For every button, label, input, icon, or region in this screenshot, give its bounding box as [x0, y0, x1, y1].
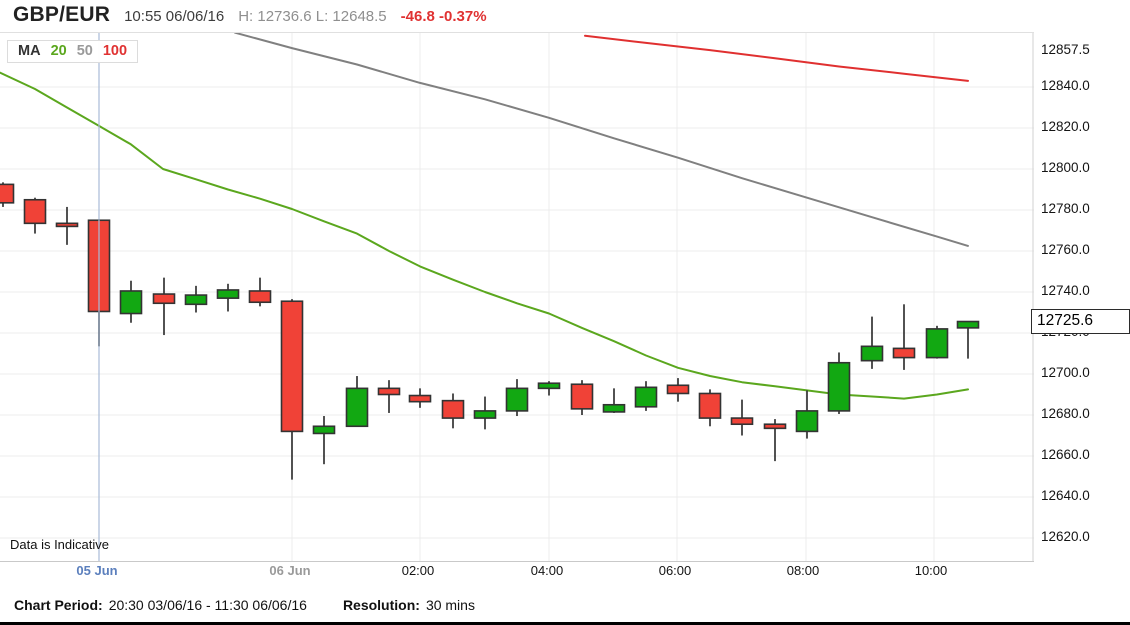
window-bottom-border: [0, 622, 1130, 625]
candle-body-down: [0, 183, 15, 204]
resolution-label: Resolution:: [342, 597, 420, 613]
time-tick-label: 02:00: [401, 563, 435, 578]
candle-body-down: [377, 387, 401, 396]
candle-body-up: [345, 387, 369, 428]
time-tick-label: 08:00: [786, 563, 820, 578]
candle-body-up: [312, 425, 336, 435]
price-tick-label: 12680.0: [1041, 406, 1090, 421]
ma20-line: [0, 71, 969, 400]
price-tick-label: 12740.0: [1041, 283, 1090, 298]
resolution-value: 30 mins: [425, 597, 475, 613]
price-change: -46.8 -0.37%: [400, 8, 487, 25]
candle-body-up: [827, 361, 851, 412]
ma100-legend-label: 100: [102, 43, 128, 59]
candle-body-up: [860, 345, 884, 362]
chart-header: GBP/EUR 10:55 06/06/16 H: 12736.6 L: 126…: [13, 3, 487, 31]
price-tick-label: 12640.0: [1041, 488, 1090, 503]
ma100-line: [584, 34, 969, 82]
session-high-low: H: 12736.6 L: 12648.5: [238, 8, 387, 25]
candle-body-up: [505, 387, 529, 412]
candlestick-chart-area[interactable]: [0, 32, 1034, 562]
candle-body-up: [795, 410, 819, 433]
candle-body-up: [602, 403, 626, 413]
last-update-timestamp: 10:55 06/06/16: [124, 8, 225, 25]
chart-canvas[interactable]: [0, 33, 1034, 561]
candle-body-down: [666, 384, 690, 395]
candle-body-down: [23, 198, 47, 225]
ma20-legend-label: 20: [50, 43, 67, 59]
day-tick-label: 06 Jun: [269, 563, 311, 578]
current-price-value: 12725.6: [1037, 312, 1094, 330]
candle-body-up: [216, 289, 240, 299]
candle-body-down: [55, 222, 79, 228]
candle-body-down: [698, 392, 722, 419]
price-tick-label: 12620.0: [1041, 529, 1090, 544]
indicative-data-watermark: Data is Indicative: [10, 537, 109, 552]
candle-body-down: [248, 290, 272, 304]
candle-body-up: [634, 386, 658, 408]
price-tick-label: 12800.0: [1041, 160, 1090, 175]
instrument-symbol: GBP/EUR: [13, 3, 111, 26]
candle-body-down: [570, 383, 594, 410]
candle-body-up: [184, 294, 208, 306]
ma-legend: MA 20 50 100: [7, 40, 139, 63]
candle-body-down: [280, 300, 304, 433]
ma-legend-title: MA: [18, 43, 41, 59]
candle-body-down: [730, 417, 754, 426]
chart-period-value: 20:30 03/06/16 - 11:30 06/06/16: [108, 597, 307, 613]
time-tick-label: 10:00: [914, 563, 948, 578]
candle-body-down: [892, 347, 916, 359]
candle-body-up: [956, 320, 980, 329]
price-tick-label: 12660.0: [1041, 447, 1090, 462]
price-tick-label: 12700.0: [1041, 365, 1090, 380]
ma50-line: [234, 33, 969, 247]
time-tick-label: 04:00: [530, 563, 564, 578]
price-tick-label: 12760.0: [1041, 242, 1090, 257]
candle-body-up: [537, 382, 561, 390]
price-tick-label: 12780.0: [1041, 201, 1090, 216]
candle-body-down: [763, 423, 787, 430]
time-tick-label: 06:00: [658, 563, 692, 578]
chart-period-label: Chart Period:: [14, 597, 103, 613]
candle-body-up: [473, 410, 497, 419]
candle-body-up: [119, 290, 143, 315]
candle-body-down: [408, 394, 432, 403]
candle-body-up: [925, 328, 949, 359]
day-tick-label: 05 Jun: [76, 563, 118, 578]
current-price-tag: 12725.6: [1031, 308, 1130, 334]
chart-footer: Chart Period: 20:30 03/06/16 - 11:30 06/…: [14, 597, 475, 613]
price-tick-label: 12857.5: [1041, 42, 1090, 58]
candle-body-down: [441, 399, 465, 419]
price-tick-label: 12820.0: [1041, 119, 1090, 134]
price-tick-label: 12840.0: [1041, 78, 1090, 93]
ma50-legend-label: 50: [76, 43, 93, 59]
candle-body-down: [152, 293, 176, 305]
